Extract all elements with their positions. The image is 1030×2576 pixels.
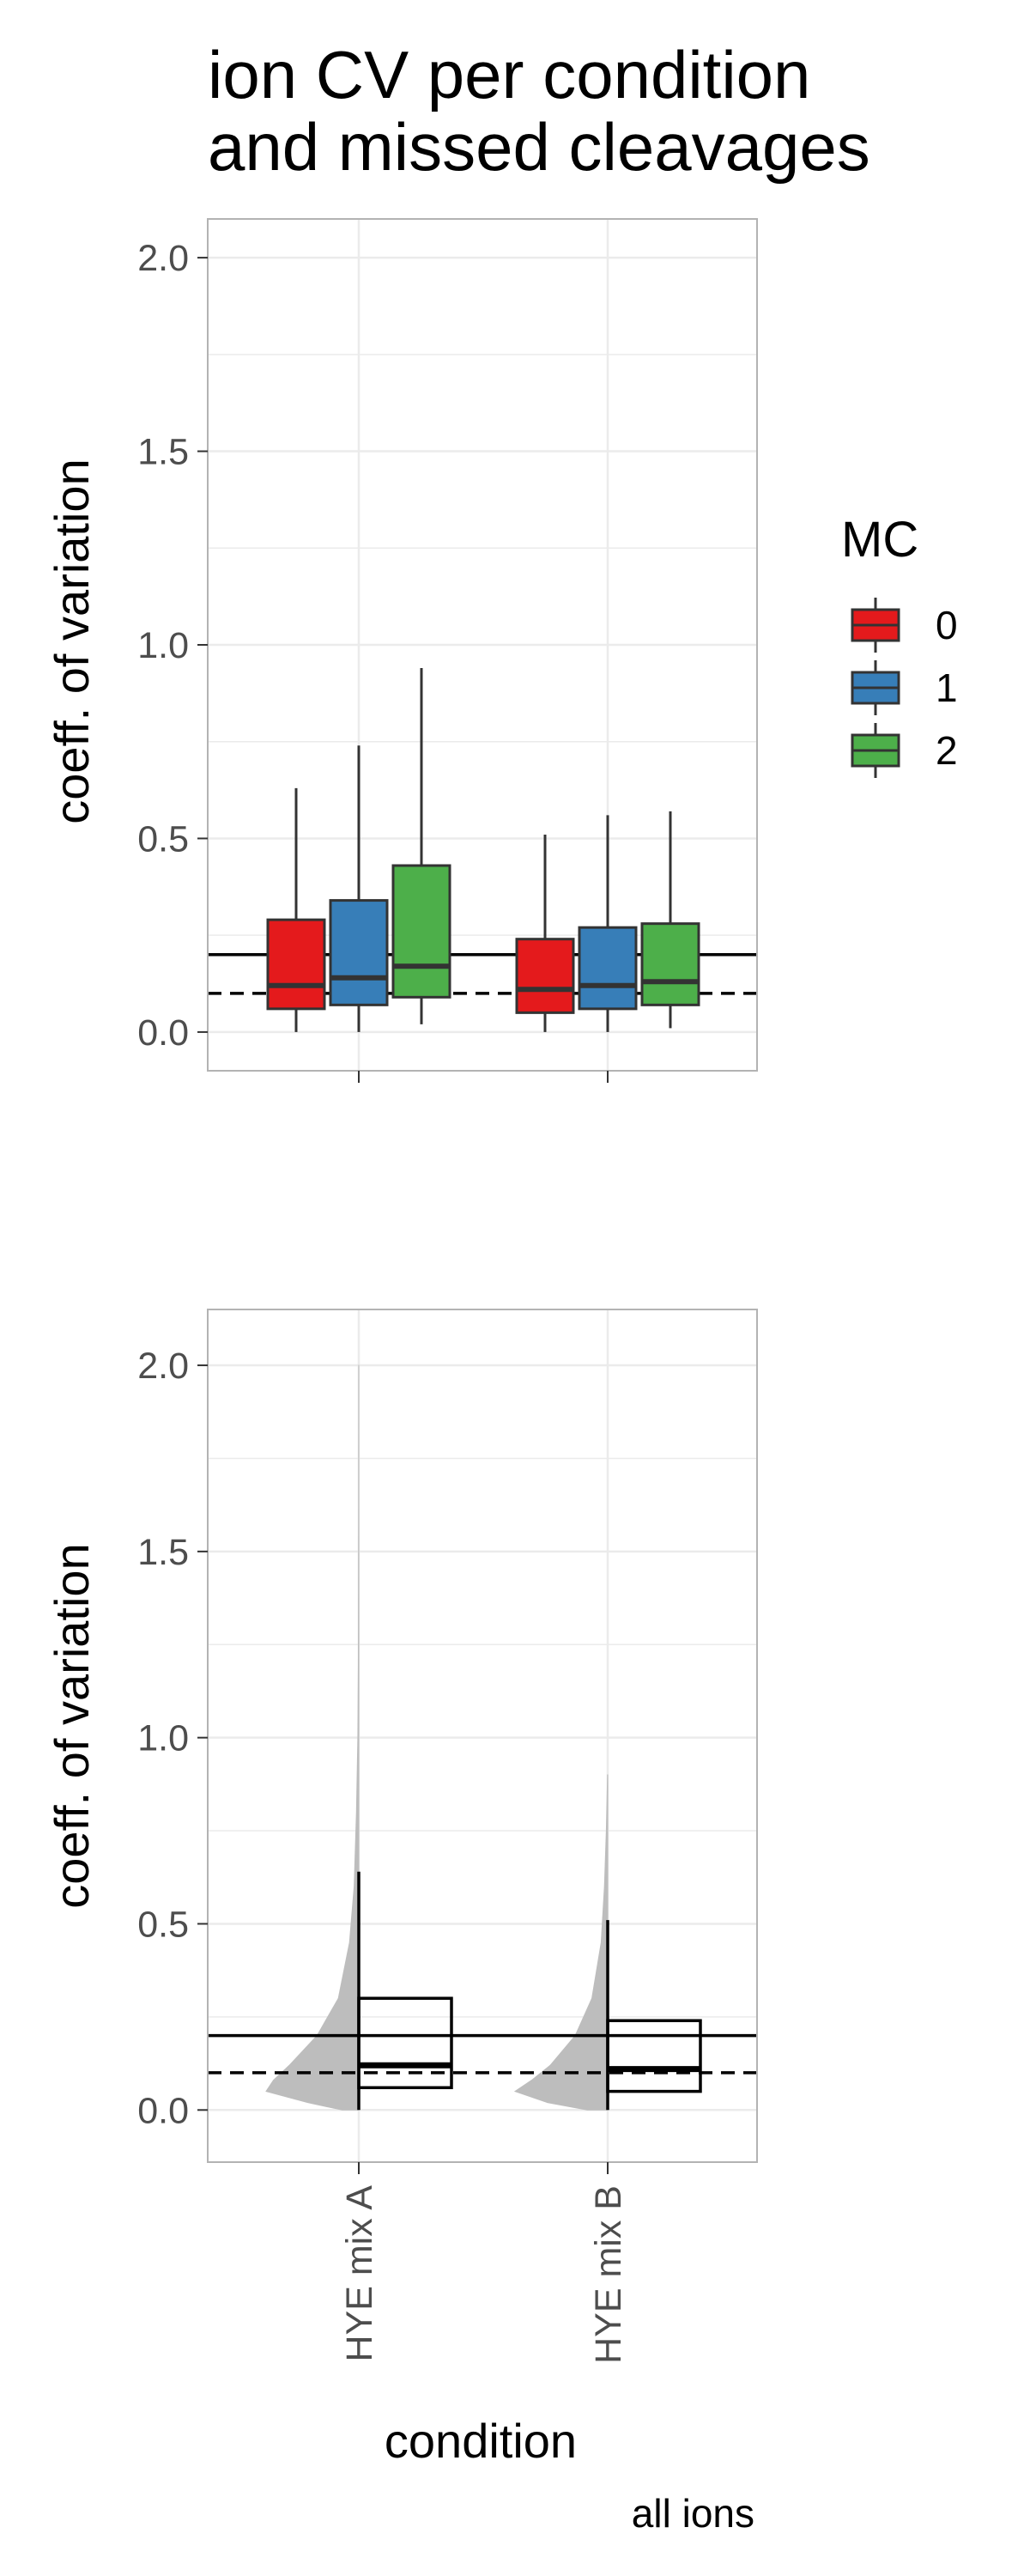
bottom-panel: 0.0 0.5 1.0 1.5 2.0 HYE mix A HYE mix B coeff…	[45, 1309, 758, 2468]
bottom-y-axis-title: coeff. of variation	[45, 1543, 99, 1908]
top-y-tick-label: 1.0	[137, 625, 189, 666]
top-y-tick-label: 2.0	[137, 238, 189, 279]
legend: MC 0 1 2	[841, 512, 958, 778]
chart-title: ion CV per condition and missed cleavage…	[208, 37, 870, 185]
caption: all ions	[632, 2491, 754, 2536]
box-mc2-mix-a-box	[391, 864, 451, 999]
legend-label-0: 0	[936, 603, 958, 647]
top-boxplots	[266, 668, 700, 1032]
bottom-x-ticks: HYE mix A HYE mix B	[339, 2162, 629, 2364]
legend-title: MC	[841, 512, 918, 568]
title-line-1: ion CV per condition	[208, 37, 810, 112]
bottom-y-tick-label: 2.0	[137, 1346, 189, 1387]
box-mc2-mix-b-box	[640, 922, 700, 1006]
bottom-y-tick-label: 1.0	[137, 1718, 189, 1759]
top-y-tick-label: 0.0	[137, 1012, 189, 1054]
box-mc0-mix-b-box	[515, 938, 575, 1014]
box-mc0-mix-a-box	[266, 918, 326, 1011]
bottom-boxplots	[357, 1871, 702, 2111]
top-panel: 0.0 0.5 1.0 1.5 2.0 coeff. of variation	[45, 218, 758, 1083]
top-x-ticks	[358, 1071, 609, 1083]
bottom-box-mix-a-box	[357, 1996, 453, 2090]
title-line-2: and missed cleavages	[208, 109, 870, 185]
top-y-ticks: 0.0 0.5 1.0 1.5 2.0	[137, 238, 208, 1054]
violin-mix-b	[513, 1774, 609, 2111]
top-y-tick-label: 1.5	[137, 432, 189, 473]
bottom-y-ticks: 0.0 0.5 1.0 1.5 2.0	[137, 1346, 208, 2131]
x-tick-label-mix-a: HYE mix A	[339, 2185, 380, 2362]
top-y-tick-label: 0.5	[137, 818, 189, 860]
legend-label-2: 2	[936, 728, 958, 773]
box-mc1-mix-b-box	[578, 926, 638, 1011]
bottom-box-mix-b-box	[606, 2019, 702, 2093]
top-y-axis-title: coeff. of variation	[45, 459, 99, 823]
legend-keys: 0 1 2	[851, 598, 958, 778]
box-mc1-mix-a-box	[329, 899, 389, 1006]
bottom-reference-lines	[208, 2033, 757, 2075]
legend-label-1: 1	[936, 665, 958, 710]
bottom-y-tick-label: 1.5	[137, 1532, 189, 1573]
bottom-x-axis-title: condition	[385, 2414, 577, 2468]
bottom-panel-border	[207, 1309, 758, 2163]
bottom-y-tick-label: 0.5	[137, 1904, 189, 1945]
x-tick-label-mix-b: HYE mix B	[588, 2185, 629, 2364]
bottom-y-tick-label: 0.0	[137, 2090, 189, 2131]
